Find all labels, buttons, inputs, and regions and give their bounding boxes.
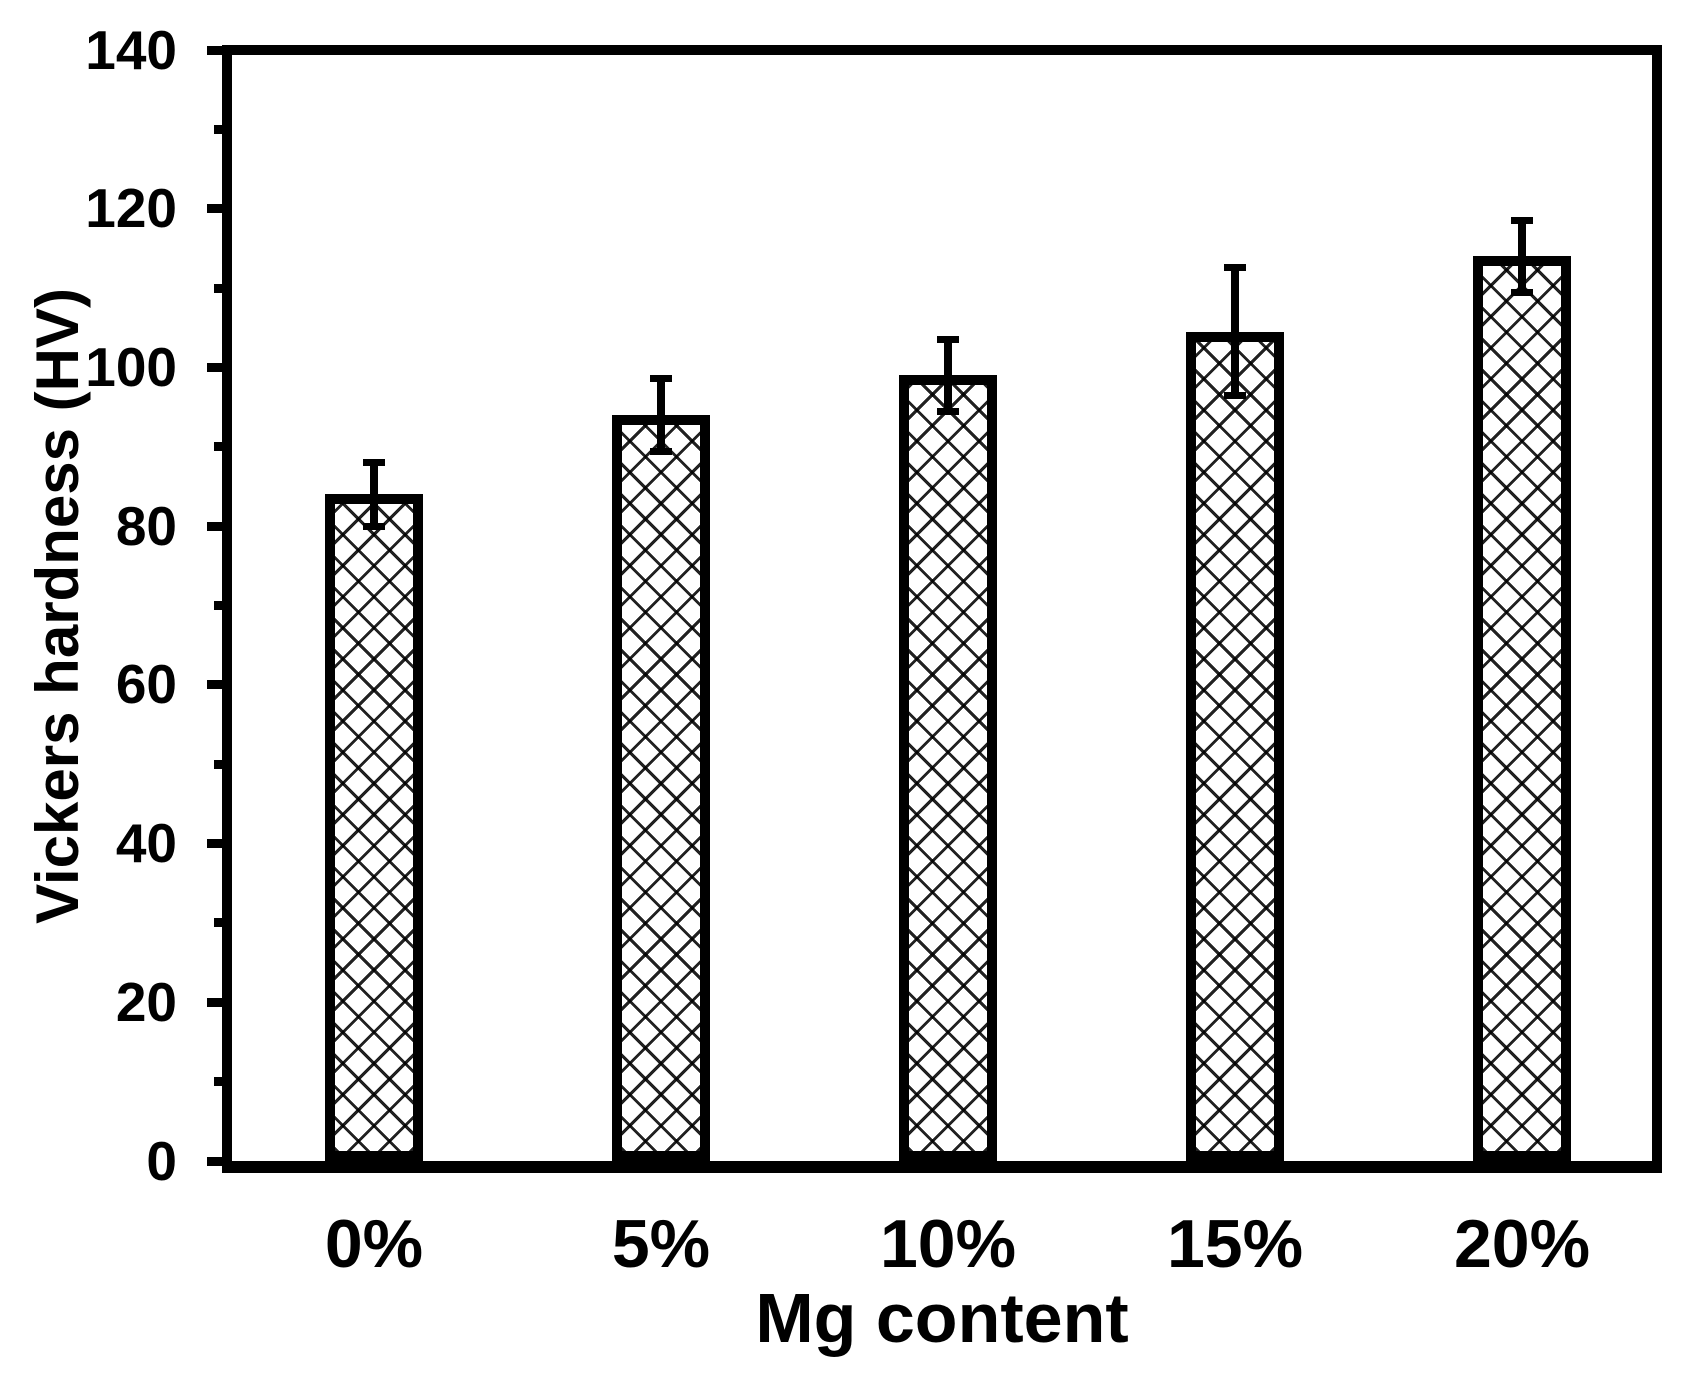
error-bar-stem	[944, 342, 952, 409]
y-major-tick	[207, 204, 222, 214]
y-tick-label: 20	[115, 970, 177, 1033]
y-minor-tick	[214, 283, 222, 293]
plot-area	[222, 45, 1662, 1173]
y-tick-label: 60	[115, 653, 177, 716]
y-major-tick	[207, 997, 222, 1007]
error-bar	[1511, 216, 1533, 297]
y-tick-label: 140	[85, 18, 177, 81]
error-bar	[650, 375, 672, 455]
error-bar-stem	[370, 465, 378, 524]
x-tick-label: 10%	[879, 1206, 1017, 1282]
y-major-tick	[207, 680, 222, 690]
x-tick-label: 20%	[1453, 1206, 1591, 1282]
y-minor-tick	[214, 442, 222, 452]
error-bar	[937, 335, 959, 416]
y-tick-label: 0	[146, 1129, 177, 1192]
bar	[612, 415, 710, 1161]
bar	[899, 375, 997, 1161]
x-tick-label: 5%	[611, 1206, 711, 1282]
y-minor-tick	[214, 124, 222, 134]
bars-layer	[232, 50, 1652, 1161]
y-minor-tick	[214, 601, 222, 610]
bar	[325, 494, 423, 1161]
y-major-tick	[207, 839, 222, 849]
y-major-tick	[207, 1156, 222, 1166]
y-tick-label: 120	[85, 177, 177, 240]
y-major-tick	[207, 362, 222, 372]
bar	[1186, 331, 1284, 1161]
x-tick-label: 0%	[324, 1206, 424, 1282]
y-tick-label: 80	[115, 494, 177, 557]
y-tick-label: 40	[115, 812, 177, 875]
y-minor-tick	[214, 759, 222, 769]
y-minor-tick	[214, 918, 222, 928]
error-bar-stem	[1231, 271, 1239, 393]
y-minor-tick	[214, 1077, 222, 1087]
error-bar-stem	[1518, 223, 1526, 290]
error-bar	[363, 458, 385, 531]
y-major-tick	[207, 521, 222, 531]
bar	[1473, 256, 1571, 1161]
error-bar	[1224, 264, 1246, 400]
x-axis-labels: 0% 5% 10% 15% 20%	[232, 1210, 1652, 1285]
x-tick-label: 15%	[1166, 1206, 1304, 1282]
x-axis-title: Mg content	[755, 1279, 1129, 1357]
y-major-tick	[207, 45, 222, 55]
y-tick-label: 100	[85, 335, 177, 398]
error-bar-stem	[657, 382, 665, 448]
y-axis: 0 20 40 60 80 100 120 140	[0, 22, 222, 1188]
